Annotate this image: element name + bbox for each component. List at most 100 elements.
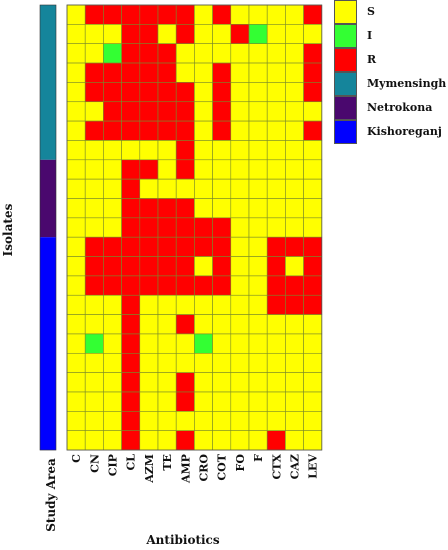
heatmap-cell bbox=[230, 275, 250, 296]
heatmap-cell bbox=[303, 198, 323, 219]
heatmap-cell bbox=[103, 43, 122, 64]
heatmap-cell bbox=[194, 4, 213, 25]
heatmap-cell bbox=[103, 120, 122, 141]
heatmap-cell bbox=[66, 411, 86, 432]
heatmap-cell bbox=[103, 4, 122, 25]
heatmap-cell bbox=[230, 4, 250, 25]
heatmap-cell bbox=[139, 101, 159, 122]
heatmap-cell bbox=[248, 236, 268, 257]
heatmap-cell bbox=[121, 82, 141, 103]
antibiotic-label: C bbox=[70, 454, 83, 463]
heatmap-cell bbox=[139, 236, 159, 257]
heatmap-cell bbox=[157, 294, 177, 315]
heatmap-cell bbox=[212, 217, 232, 238]
heatmap-cell bbox=[285, 333, 304, 354]
heatmap-cell bbox=[103, 372, 122, 393]
heatmap-cell bbox=[84, 198, 104, 219]
heatmap-cell bbox=[66, 333, 86, 354]
heatmap-cell bbox=[139, 217, 159, 238]
heatmap-cell bbox=[285, 140, 304, 161]
heatmap-cell bbox=[266, 314, 286, 335]
heatmap-cell bbox=[285, 314, 304, 335]
antibiotic-label: CAZ bbox=[289, 454, 302, 479]
study-area-band bbox=[40, 237, 56, 451]
heatmap-cell bbox=[266, 352, 286, 373]
heatmap-cell bbox=[285, 275, 304, 296]
heatmap-cell bbox=[248, 120, 268, 141]
heatmap-cell bbox=[212, 275, 232, 296]
heatmap-cell bbox=[303, 24, 323, 45]
heatmap-cell bbox=[248, 82, 268, 103]
heatmap-cell bbox=[303, 314, 323, 335]
heatmap-cell bbox=[121, 352, 141, 373]
heatmap-cell bbox=[121, 198, 141, 219]
heatmap-cell bbox=[266, 256, 286, 277]
heatmap-cell bbox=[84, 217, 104, 238]
heatmap-cell bbox=[84, 159, 104, 180]
x-axis-label: Antibiotics bbox=[145, 533, 219, 547]
heatmap-cell bbox=[157, 352, 177, 373]
heatmap-cell bbox=[121, 314, 141, 335]
heatmap-cell bbox=[266, 333, 286, 354]
heatmap-cell bbox=[121, 236, 141, 257]
heatmap-cell bbox=[194, 120, 213, 141]
heatmap-cell bbox=[103, 198, 122, 219]
heatmap-cell bbox=[266, 120, 286, 141]
heatmap-cell bbox=[121, 217, 141, 238]
heatmap-cell bbox=[157, 159, 177, 180]
heatmap-cell bbox=[84, 411, 104, 432]
heatmap-cell bbox=[230, 120, 250, 141]
heatmap-cell bbox=[285, 411, 304, 432]
heatmap-cell bbox=[248, 352, 268, 373]
antibiotic-label: AMP bbox=[179, 454, 192, 484]
heatmap-cell bbox=[230, 294, 250, 315]
legend-label: Netrokona bbox=[367, 101, 433, 114]
heatmap-cell bbox=[266, 178, 286, 199]
heatmap-cell bbox=[175, 120, 195, 141]
heatmap-cell bbox=[66, 217, 86, 238]
study-area-band bbox=[40, 159, 56, 238]
heatmap-cell bbox=[194, 82, 213, 103]
heatmap-cell bbox=[266, 101, 286, 122]
heatmap-cell bbox=[139, 178, 159, 199]
legend-swatch bbox=[334, 120, 357, 144]
heatmap-cell bbox=[194, 314, 213, 335]
heatmap-cell bbox=[248, 294, 268, 315]
antibiotic-label: F bbox=[252, 454, 265, 462]
heatmap-cell bbox=[139, 411, 159, 432]
heatmap-cell bbox=[175, 178, 195, 199]
heatmap-cell bbox=[285, 120, 304, 141]
heatmap-cell bbox=[121, 159, 141, 180]
heatmap-cell bbox=[175, 275, 195, 296]
antibiotic-label: LEV bbox=[307, 454, 320, 479]
heatmap-cell bbox=[248, 4, 268, 25]
heatmap-cell bbox=[66, 430, 86, 451]
heatmap-cell bbox=[84, 352, 104, 373]
heatmap-cell bbox=[194, 275, 213, 296]
heatmap-cell bbox=[212, 140, 232, 161]
heatmap-cell bbox=[194, 411, 213, 432]
heatmap-cell bbox=[248, 256, 268, 277]
heatmap-cell bbox=[157, 411, 177, 432]
heatmap-cell bbox=[230, 217, 250, 238]
heatmap-cell bbox=[285, 430, 304, 451]
heatmap-cell bbox=[157, 314, 177, 335]
heatmap-cell bbox=[103, 178, 122, 199]
heatmap-cell bbox=[157, 333, 177, 354]
heatmap-cell bbox=[84, 4, 104, 25]
heatmap-cell bbox=[230, 178, 250, 199]
heatmap-cell bbox=[194, 256, 213, 277]
heatmap-cell bbox=[175, 82, 195, 103]
heatmap-cell bbox=[194, 178, 213, 199]
heatmap-cell bbox=[303, 391, 323, 412]
heatmap-cell bbox=[157, 4, 177, 25]
heatmap-cell bbox=[303, 82, 323, 103]
antibiotic-label: FO bbox=[234, 454, 247, 472]
heatmap-cell bbox=[212, 352, 232, 373]
heatmap-cell bbox=[66, 62, 86, 83]
heatmap-cell bbox=[139, 372, 159, 393]
heatmap-cell bbox=[212, 411, 232, 432]
heatmap-cell bbox=[194, 43, 213, 64]
heatmap-cell bbox=[175, 43, 195, 64]
heatmap-cell bbox=[266, 294, 286, 315]
